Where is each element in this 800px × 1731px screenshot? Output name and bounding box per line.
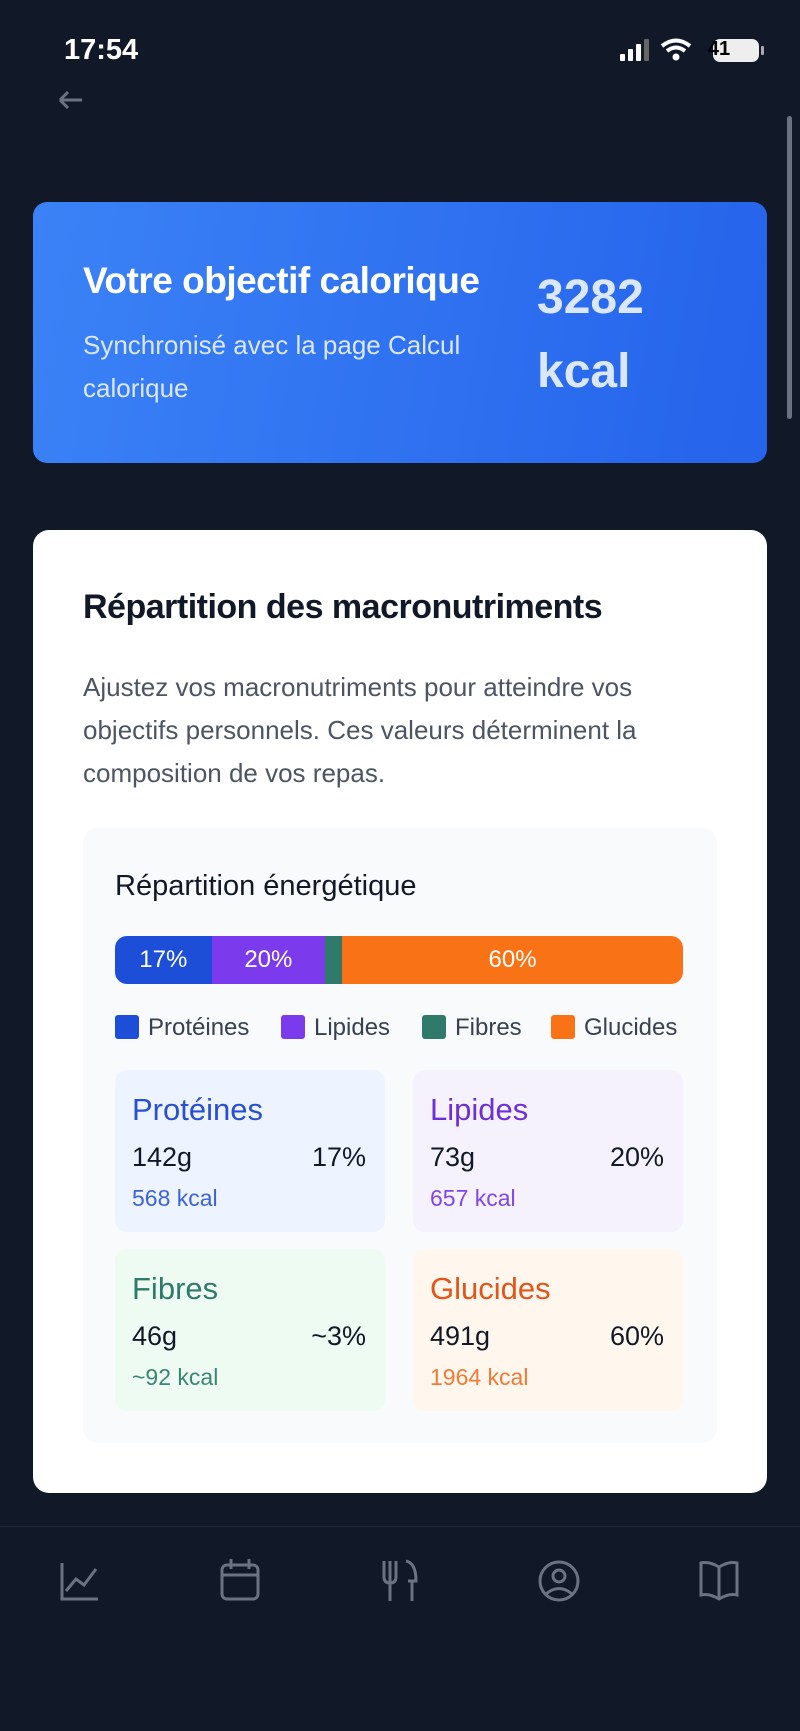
bar-segment: 60% (342, 936, 683, 984)
legend-swatch (281, 1015, 305, 1039)
goal-unit: kcal (537, 345, 631, 398)
macro-percent: 20% (609, 1142, 664, 1172)
macro-card: Lipides 73g 20% 657 kcal (413, 1070, 683, 1232)
battery-level: 41 (707, 38, 731, 60)
bar-segment (325, 936, 343, 984)
macro-grams: 142g (132, 1142, 193, 1172)
macro-percent: ~3% (311, 1321, 366, 1351)
segment-label: 20% (244, 946, 293, 973)
macro-kcal: 568 kcal (132, 1185, 218, 1211)
macro-name: Fibres (132, 1271, 219, 1306)
nav-guide[interactable] (699, 1561, 739, 1601)
status-icons (620, 38, 764, 62)
legend-label: Glucides (584, 1014, 678, 1041)
macros-card: Répartition des macronutriments Ajustez … (33, 530, 767, 1493)
macro-percent: 60% (609, 1321, 664, 1351)
bar-segment: 20% (211, 936, 326, 984)
legend-swatch (551, 1015, 575, 1039)
nav-divider (0, 1526, 800, 1527)
goal-subtitle: Synchronisé avec la page Calcul caloriqu… (83, 330, 461, 403)
scrollbar (787, 116, 792, 419)
time: 17:54 (64, 34, 139, 66)
macro-card: Protéines 142g 17% 568 kcal (115, 1070, 385, 1232)
goal-value: 3282 (537, 271, 644, 324)
macro-kcal: ~92 kcal (132, 1364, 219, 1390)
legend-label: Protéines (148, 1014, 250, 1041)
segment-label: 17% (139, 946, 188, 973)
legend-label: Lipides (314, 1014, 391, 1041)
macros-title: Répartition des macronutriments (83, 588, 603, 626)
macro-percent: 17% (311, 1142, 366, 1172)
nav-profile[interactable] (538, 1560, 580, 1602)
macro-kcal: 657 kcal (430, 1185, 516, 1211)
legend-swatch (422, 1015, 446, 1039)
macro-cards: Protéines 142g 17% 568 kcal Lipides 73g 20% 657… (83, 828, 717, 1443)
legend-swatch (115, 1015, 139, 1039)
macro-name: Protéines (132, 1092, 263, 1127)
macros-description: Ajustez vos macronutriments pour atteind… (83, 672, 637, 788)
energy-title: Répartition énergétique (115, 870, 417, 902)
legend: Protéines Lipides Fibres Glucides (115, 1012, 685, 1042)
back-button[interactable] (54, 90, 86, 114)
bottom-nav (60, 1559, 739, 1602)
nav-calendar[interactable] (220, 1559, 260, 1601)
nav-meals[interactable] (382, 1559, 418, 1601)
macro-grams: 491g (430, 1321, 491, 1351)
energy-panel: Répartition énergétique 17% 20% 60% Protéi… (83, 828, 717, 1443)
macro-grams: 73g (430, 1142, 476, 1172)
segment-label: 60% (488, 946, 537, 973)
bar-segment: 17% (115, 936, 212, 984)
macro-name: Glucides (430, 1271, 551, 1306)
goal-title: Votre objectif calorique (83, 260, 480, 301)
macro-grams: 46g (132, 1321, 178, 1351)
macro-card: Glucides 491g 60% 1964 kcal (413, 1249, 683, 1411)
goal-card: Votre objectif calorique Synchronisé ave… (33, 202, 767, 463)
legend-label: Fibres (455, 1014, 522, 1041)
macro-kcal: 1964 kcal (430, 1364, 529, 1390)
energy-bar: 17% 20% 60% (115, 936, 683, 984)
nav-stats[interactable] (60, 1563, 98, 1601)
macro-card: Fibres 46g ~3% ~92 kcal (115, 1249, 385, 1411)
macro-name: Lipides (430, 1092, 529, 1127)
